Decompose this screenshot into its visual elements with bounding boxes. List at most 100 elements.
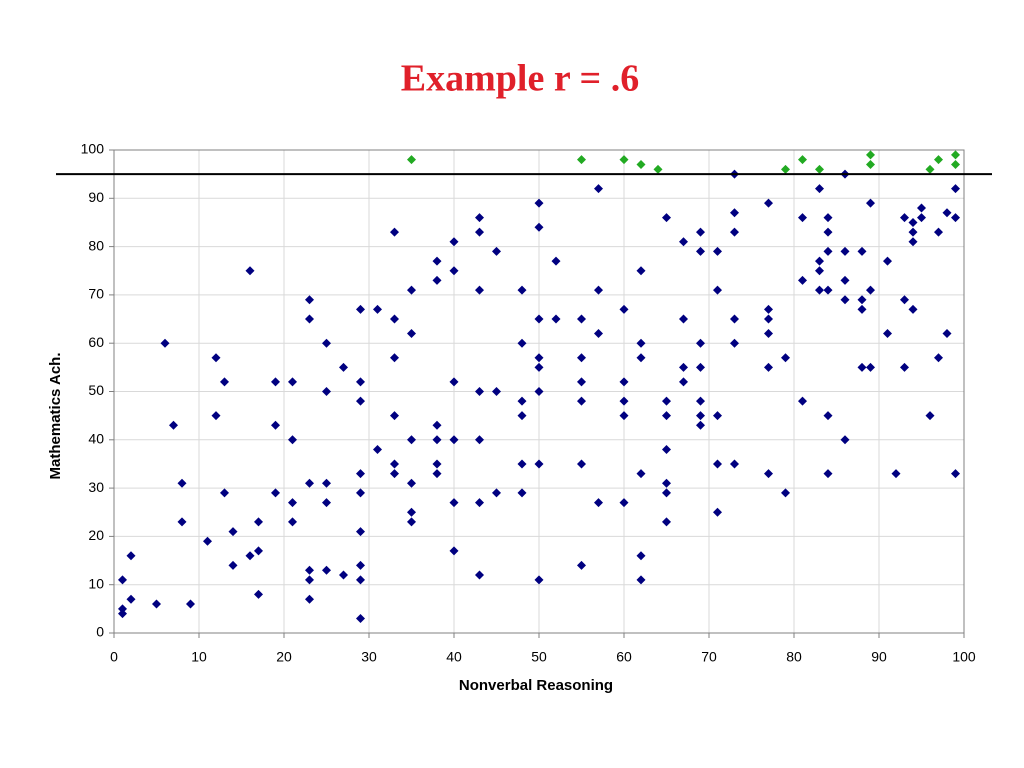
point	[619, 411, 629, 421]
point	[823, 227, 833, 237]
point	[764, 314, 773, 324]
point	[228, 560, 238, 570]
point	[390, 411, 399, 421]
point	[696, 338, 705, 348]
point	[866, 285, 875, 295]
point	[449, 237, 459, 247]
point	[577, 314, 586, 324]
point	[908, 217, 918, 227]
point	[636, 353, 646, 363]
point	[730, 338, 739, 348]
point	[917, 203, 926, 213]
point	[891, 469, 901, 479]
point	[186, 599, 195, 609]
point	[475, 498, 484, 508]
point	[764, 304, 773, 314]
point	[177, 517, 187, 527]
point	[534, 314, 544, 324]
point	[662, 478, 671, 488]
y-tick-label: 90	[88, 189, 104, 205]
point	[305, 314, 314, 324]
point	[288, 435, 297, 445]
point	[356, 560, 365, 570]
x-tick-label: 0	[110, 649, 118, 665]
point	[619, 377, 629, 387]
point	[823, 469, 833, 479]
point	[254, 589, 263, 599]
point	[356, 396, 365, 406]
x-tick-label: 50	[531, 649, 547, 665]
point	[917, 213, 926, 223]
point	[942, 329, 952, 339]
point	[662, 411, 671, 421]
point	[322, 498, 331, 508]
point	[577, 353, 586, 363]
point	[696, 246, 705, 256]
point	[356, 377, 365, 387]
point	[534, 198, 544, 208]
point	[619, 304, 629, 314]
x-tick-label: 80	[786, 649, 802, 665]
point	[713, 285, 722, 295]
point	[373, 304, 382, 314]
x-tick-label: 90	[871, 649, 887, 665]
point	[840, 295, 850, 305]
point	[815, 184, 824, 194]
point	[730, 314, 739, 324]
point	[925, 164, 935, 174]
point	[517, 285, 527, 295]
point	[594, 285, 603, 295]
point	[908, 304, 918, 314]
point	[636, 469, 646, 479]
point	[449, 377, 459, 387]
point	[432, 275, 442, 285]
point	[951, 159, 960, 169]
point	[840, 246, 850, 256]
point	[577, 155, 586, 165]
point	[126, 594, 136, 604]
point	[322, 478, 331, 488]
point	[220, 377, 229, 387]
x-tick-label: 100	[952, 649, 976, 665]
point	[662, 213, 671, 223]
point	[449, 266, 459, 276]
point	[475, 435, 484, 445]
point	[857, 295, 867, 305]
point	[577, 560, 586, 570]
point	[390, 469, 399, 479]
point	[696, 420, 705, 430]
point	[823, 285, 833, 295]
point	[288, 517, 297, 527]
point	[883, 329, 892, 339]
point	[951, 469, 960, 479]
point	[390, 459, 399, 469]
point	[798, 155, 807, 165]
point	[254, 546, 263, 556]
point	[305, 565, 314, 575]
point	[823, 411, 833, 421]
point	[815, 285, 824, 295]
point	[815, 266, 824, 276]
point	[492, 387, 501, 396]
point	[730, 459, 739, 469]
point	[866, 150, 875, 160]
point	[407, 507, 416, 517]
point	[271, 488, 280, 498]
point	[160, 338, 170, 348]
y-tick-label: 20	[88, 527, 104, 543]
point	[271, 420, 280, 430]
point	[475, 570, 484, 580]
point	[339, 570, 348, 580]
point	[866, 159, 875, 169]
point	[169, 420, 178, 430]
point	[679, 237, 688, 247]
point	[475, 285, 484, 295]
point	[432, 459, 442, 469]
point	[636, 338, 646, 348]
point	[594, 498, 603, 508]
point	[271, 377, 280, 387]
point	[492, 488, 501, 498]
point	[373, 444, 382, 454]
point	[951, 213, 960, 223]
point	[356, 488, 365, 498]
